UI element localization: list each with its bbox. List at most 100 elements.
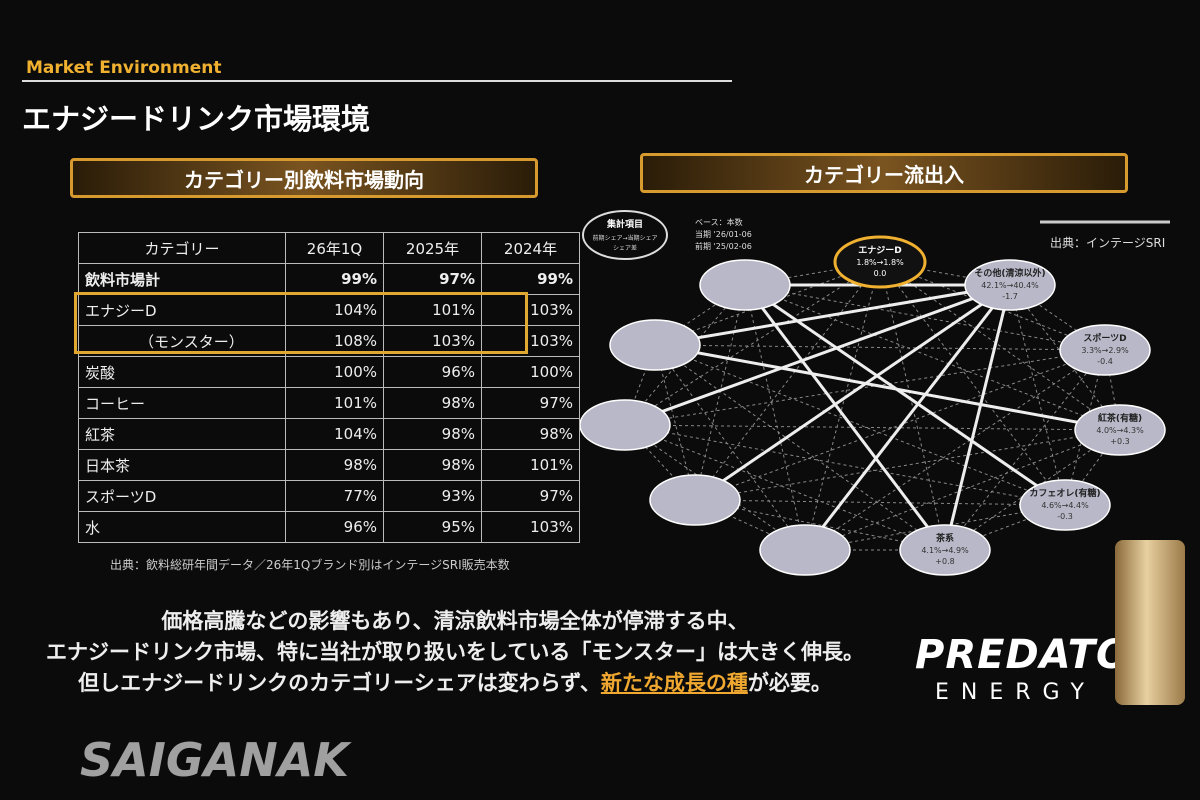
section-label: Market Environment [26, 58, 222, 78]
cell: 100% [285, 356, 384, 388]
node [699, 259, 791, 311]
text: 但しエナジードリンクのカテゴリーシェアは変わらず、 [78, 671, 601, 695]
row: 炭酸 100% 96% 100% [78, 356, 580, 388]
rule [22, 80, 732, 82]
edge [654, 344, 946, 551]
flow-edge [744, 283, 1066, 507]
edge [624, 261, 881, 426]
flow-edge [654, 343, 1121, 432]
base-text: ベース：本数 [695, 217, 743, 227]
edge [804, 349, 1106, 551]
node-label: エナジーD [858, 245, 901, 256]
node-label: カフェオレ(有糖) [1029, 487, 1100, 499]
node-share: 3.3%→2.9% [1081, 346, 1129, 355]
cell: コーヒー [78, 387, 286, 419]
node-share: 1.8%→1.8% [856, 258, 904, 267]
node-label: その他(清涼以外) [974, 267, 1045, 279]
row: 日本茶 98% 98% 101% [78, 449, 580, 481]
node-label: 紅茶(有糖) [1098, 412, 1142, 424]
row: コーヒー 101% 98% 97% [78, 387, 580, 419]
node-diff: -0.3 [1057, 512, 1073, 521]
cell: 97% [383, 263, 482, 295]
message-line: 但しエナジードリンクのカテゴリーシェアは変わらず、新たな成長の種が必要。 [25, 668, 885, 699]
panel-title: カテゴリー別飲料市場動向 [70, 158, 538, 198]
header-cell: カテゴリー [78, 232, 286, 264]
highlight: 新たな成長の種 [600, 671, 748, 695]
node [609, 319, 701, 371]
cell: 77% [285, 480, 384, 512]
edge [1009, 284, 1066, 506]
header-cell: 2025年 [383, 232, 482, 264]
cell: 98% [481, 418, 580, 450]
source: 出典：インテージSRI [1050, 236, 1165, 250]
flow-edge [624, 283, 1011, 427]
edge [879, 261, 946, 551]
header-cell: 2024年 [481, 232, 580, 264]
source: 出典：飲料総研年間データ／26年1Qブランド別はインテージSRI販売本数 [110, 558, 510, 572]
edge [944, 349, 1106, 551]
node [649, 474, 741, 526]
legend-text: シェア差 [613, 244, 637, 252]
edge [654, 344, 696, 501]
base-text: 前期 '25/02-06 [695, 241, 752, 251]
cell: 99% [285, 263, 384, 295]
flow-edge [743, 284, 947, 551]
slide-title: エナジードリンク市場環境 [22, 102, 371, 136]
brand-sub: ENERGY [935, 680, 1096, 705]
edge [879, 261, 1121, 431]
node-label: スポーツD [1083, 332, 1126, 344]
edge [654, 344, 806, 551]
row: スポーツD 77% 93% 97% [78, 480, 580, 512]
panel-title: カテゴリー流出入 [640, 153, 1128, 193]
cell: 水 [78, 511, 286, 543]
watermark: SAIGANAK [80, 733, 349, 787]
cell: 100% [481, 356, 580, 388]
flow-edge [943, 284, 1012, 551]
cell: 98% [383, 418, 482, 450]
node [1059, 324, 1151, 376]
message: 価格高騰などの影響もあり、清涼飲料市場全体が停滞する中、 エナジードリンク市場、… [25, 606, 885, 699]
cell: 103% [481, 511, 580, 543]
flow-edge [694, 283, 1011, 502]
base-text: 当期 '26/01-06 [695, 229, 752, 239]
edge [654, 344, 1066, 506]
edge [624, 349, 1106, 426]
edge [804, 261, 881, 551]
row: 飲料市場計 99% 97% 99% [78, 263, 580, 295]
node-diff: -0.4 [1097, 357, 1113, 366]
legend-oval [582, 210, 668, 260]
edge [694, 284, 746, 501]
row: 紅茶 104% 98% 98% [78, 418, 580, 450]
text: が必要。 [747, 671, 832, 695]
node-share: 4.1%→4.9% [921, 546, 969, 555]
cell: 104% [285, 294, 384, 326]
cell: 96% [285, 511, 384, 543]
cell: 98% [383, 449, 482, 481]
cell: 101% [285, 387, 384, 419]
node [899, 524, 991, 576]
message-line: 価格高騰などの影響もあり、清涼飲料市場全体が停滞する中、 [161, 609, 749, 633]
cell: 98% [383, 387, 482, 419]
legend: 集計項目 前期シェア→当期シェア シェア差 ベース：本数 当期 '26/01-0… [582, 210, 1170, 260]
cell: 飲料市場計 [78, 263, 286, 295]
edge [804, 429, 1121, 551]
row: 水 96% 95% 103% [78, 511, 580, 543]
can-image [1115, 540, 1185, 705]
node-share: 42.1%→40.4% [981, 281, 1039, 290]
edge [624, 424, 1121, 431]
row: エナジーD 104% 101% 103% [78, 294, 580, 326]
node-diff: +0.3 [1110, 437, 1129, 446]
cell: 98% [285, 449, 384, 481]
cell: 紅茶 [78, 418, 286, 450]
edge [654, 344, 1106, 351]
cell: 97% [481, 480, 580, 512]
highlight-box [74, 292, 528, 354]
cell: 97% [481, 387, 580, 419]
node [580, 399, 671, 451]
edge [694, 261, 881, 501]
nodes: エナジーD 1.8%→1.8% 0.0 その他(清涼以外) 42.1%→40.4% -1.… [580, 235, 1166, 576]
node-diff: -1.7 [1002, 292, 1018, 301]
market-table: カテゴリー 26年1Q 2025年 2024年 飲料市場計 99% 97% 99% エナジーD 1… [78, 232, 580, 543]
node [759, 524, 851, 576]
